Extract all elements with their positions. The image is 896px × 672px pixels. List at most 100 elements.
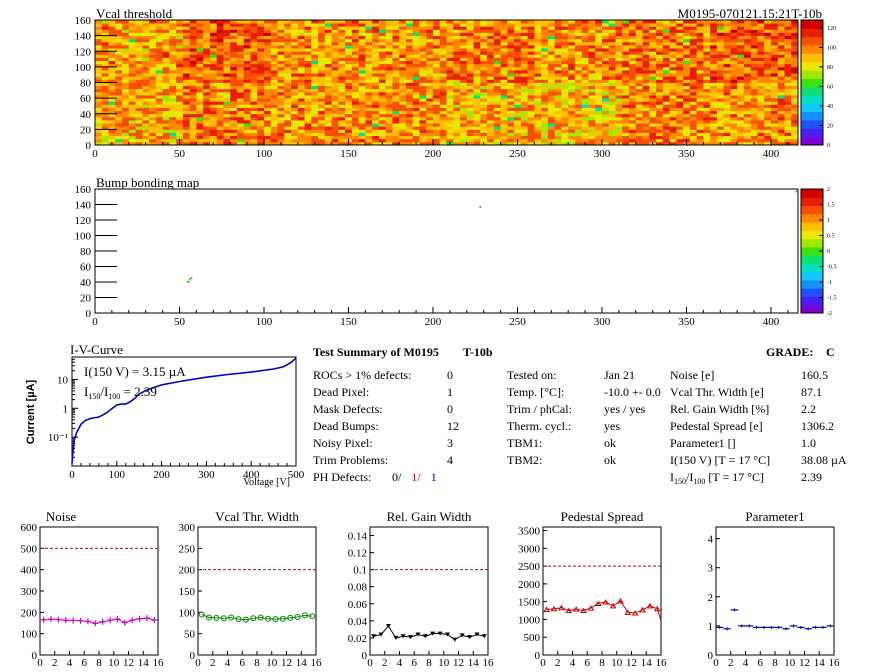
map1-pixel-cell bbox=[500, 23, 508, 27]
map1-pixel-cell bbox=[737, 116, 745, 121]
map1-pixel-cell bbox=[703, 54, 711, 58]
map1-pixel-cell bbox=[142, 79, 150, 83]
map1-pixel-cell bbox=[757, 26, 765, 30]
map1-pixel-cell bbox=[730, 123, 738, 127]
map1-pixel-cell bbox=[791, 123, 799, 127]
map1-pixel-cell bbox=[683, 126, 691, 130]
map1-pixel-cell bbox=[750, 101, 758, 105]
map1-pixel-cell bbox=[270, 54, 278, 58]
map1-pixel-cell bbox=[716, 113, 725, 118]
map1-pixel-cell bbox=[122, 129, 130, 133]
map1-pixel-cell bbox=[291, 107, 299, 112]
map1-pixel-cell bbox=[392, 101, 400, 105]
small-plot-xtick-label: 12 bbox=[281, 657, 292, 669]
map1-pixel-cell bbox=[561, 73, 569, 77]
map1-pixel-cell bbox=[554, 23, 562, 27]
map1-pixel-cell bbox=[574, 45, 583, 49]
map1-pixel-cell bbox=[716, 63, 725, 68]
map1-colorbar-frame bbox=[800, 19, 824, 146]
map1-pixel-cell bbox=[162, 101, 170, 105]
map1-pixel-cell bbox=[622, 51, 630, 55]
small-plot-ytick-label: 50 bbox=[184, 629, 196, 641]
map1-pixel-cell bbox=[189, 104, 197, 108]
map1-colorbar-band bbox=[801, 61, 823, 71]
map1-pixel-cell bbox=[365, 126, 373, 130]
map1-pixel-cell bbox=[574, 57, 583, 62]
map1-pixel-cell bbox=[716, 57, 725, 62]
map1-pixel-cell bbox=[223, 129, 231, 133]
map1-pixel-cell bbox=[345, 70, 353, 74]
map1-pixel-cell bbox=[318, 138, 326, 143]
map1-pixel-cell bbox=[487, 135, 495, 140]
map1-pixel-cell bbox=[392, 113, 400, 118]
map1-pixel-cell bbox=[392, 82, 400, 87]
map1-pixel-cell bbox=[331, 123, 339, 127]
map1-pixel-cell bbox=[412, 41, 420, 46]
map1-colorbar-band bbox=[801, 111, 823, 121]
map1-pixel-cell bbox=[257, 126, 265, 130]
map1-pixel-cell bbox=[770, 45, 779, 49]
map1-pixel-cell bbox=[128, 60, 136, 65]
map1-pixel-cell bbox=[629, 141, 637, 146]
map1-pixel-cell bbox=[554, 135, 562, 140]
map1-pixel-cell bbox=[196, 38, 204, 43]
map1-pixel-cell bbox=[466, 113, 474, 118]
small-plot-marker bbox=[107, 617, 114, 624]
map1-pixel-cell bbox=[297, 132, 305, 137]
map1-pixel-cell bbox=[189, 51, 197, 55]
map1-pixel-cell bbox=[250, 26, 258, 30]
map1-pixel-cell bbox=[764, 82, 772, 87]
map1-pixel-cell bbox=[595, 95, 603, 99]
map1-pixel-cell bbox=[230, 73, 238, 77]
iv-xtick-label: 300 bbox=[198, 469, 215, 481]
map1-pixel-cell bbox=[649, 73, 657, 77]
map1-pixel-cell bbox=[432, 60, 441, 65]
map1-pixel-cell bbox=[716, 26, 725, 30]
map1-pixel-cell bbox=[216, 132, 224, 137]
map1-pixel-cell bbox=[223, 63, 231, 68]
map1-pixel-cell bbox=[297, 123, 305, 127]
map1-pixel-cell bbox=[189, 123, 197, 127]
map1-pixel-cell bbox=[351, 101, 360, 105]
map1-pixel-cell bbox=[385, 51, 393, 55]
map1-pixel-cell bbox=[750, 126, 758, 130]
map1-pixel-cell bbox=[230, 26, 238, 30]
map1-pixel-cell bbox=[142, 88, 150, 93]
map1-pixel-cell bbox=[95, 66, 103, 71]
map1-pixel-cell bbox=[656, 38, 664, 43]
map1-pixel-cell bbox=[155, 51, 163, 55]
map1-pixel-cell bbox=[507, 88, 515, 93]
map1-pixel-cell bbox=[128, 29, 136, 33]
map1-pixel-cell bbox=[230, 63, 238, 68]
map1-pixel-cell bbox=[581, 76, 589, 80]
map1-pixel-cell bbox=[378, 88, 387, 93]
map1-pixel-cell bbox=[689, 35, 698, 40]
map1-pixel-cell bbox=[554, 60, 562, 65]
map1-pixel-cell bbox=[534, 54, 542, 58]
map1-pixel-cell bbox=[750, 48, 758, 52]
map1-pixel-cell bbox=[392, 79, 400, 83]
map1-pixel-cell bbox=[608, 132, 616, 137]
map1-pixel-cell bbox=[453, 51, 461, 55]
map1-pixel-cell bbox=[568, 116, 576, 121]
map1-pixel-cell bbox=[169, 70, 177, 74]
map1-pixel-cell bbox=[216, 32, 224, 37]
map1-pixel-cell bbox=[122, 79, 130, 83]
map1-pixel-cell bbox=[149, 138, 157, 143]
map1-pixel-cell bbox=[291, 126, 299, 130]
map1-pixel-cell bbox=[128, 141, 136, 146]
map1-pixel-cell bbox=[615, 20, 623, 24]
map1-pixel-cell bbox=[656, 113, 664, 118]
map1-pixel-cell bbox=[122, 126, 130, 130]
map1-pixel-cell bbox=[142, 104, 150, 108]
map1-pixel-cell bbox=[345, 129, 353, 133]
map1-pixel-cell bbox=[649, 138, 657, 143]
map1-pixel-cell bbox=[149, 54, 157, 58]
summary-right-label: Noise [e] bbox=[670, 368, 714, 382]
map1-pixel-cell bbox=[487, 26, 495, 30]
map1-pixel-cell bbox=[297, 85, 305, 90]
map1-pixel-cell bbox=[439, 138, 447, 143]
map1-pixel-cell bbox=[385, 79, 393, 83]
map1-pixel-cell bbox=[108, 123, 116, 127]
map1-pixel-cell bbox=[189, 63, 197, 68]
